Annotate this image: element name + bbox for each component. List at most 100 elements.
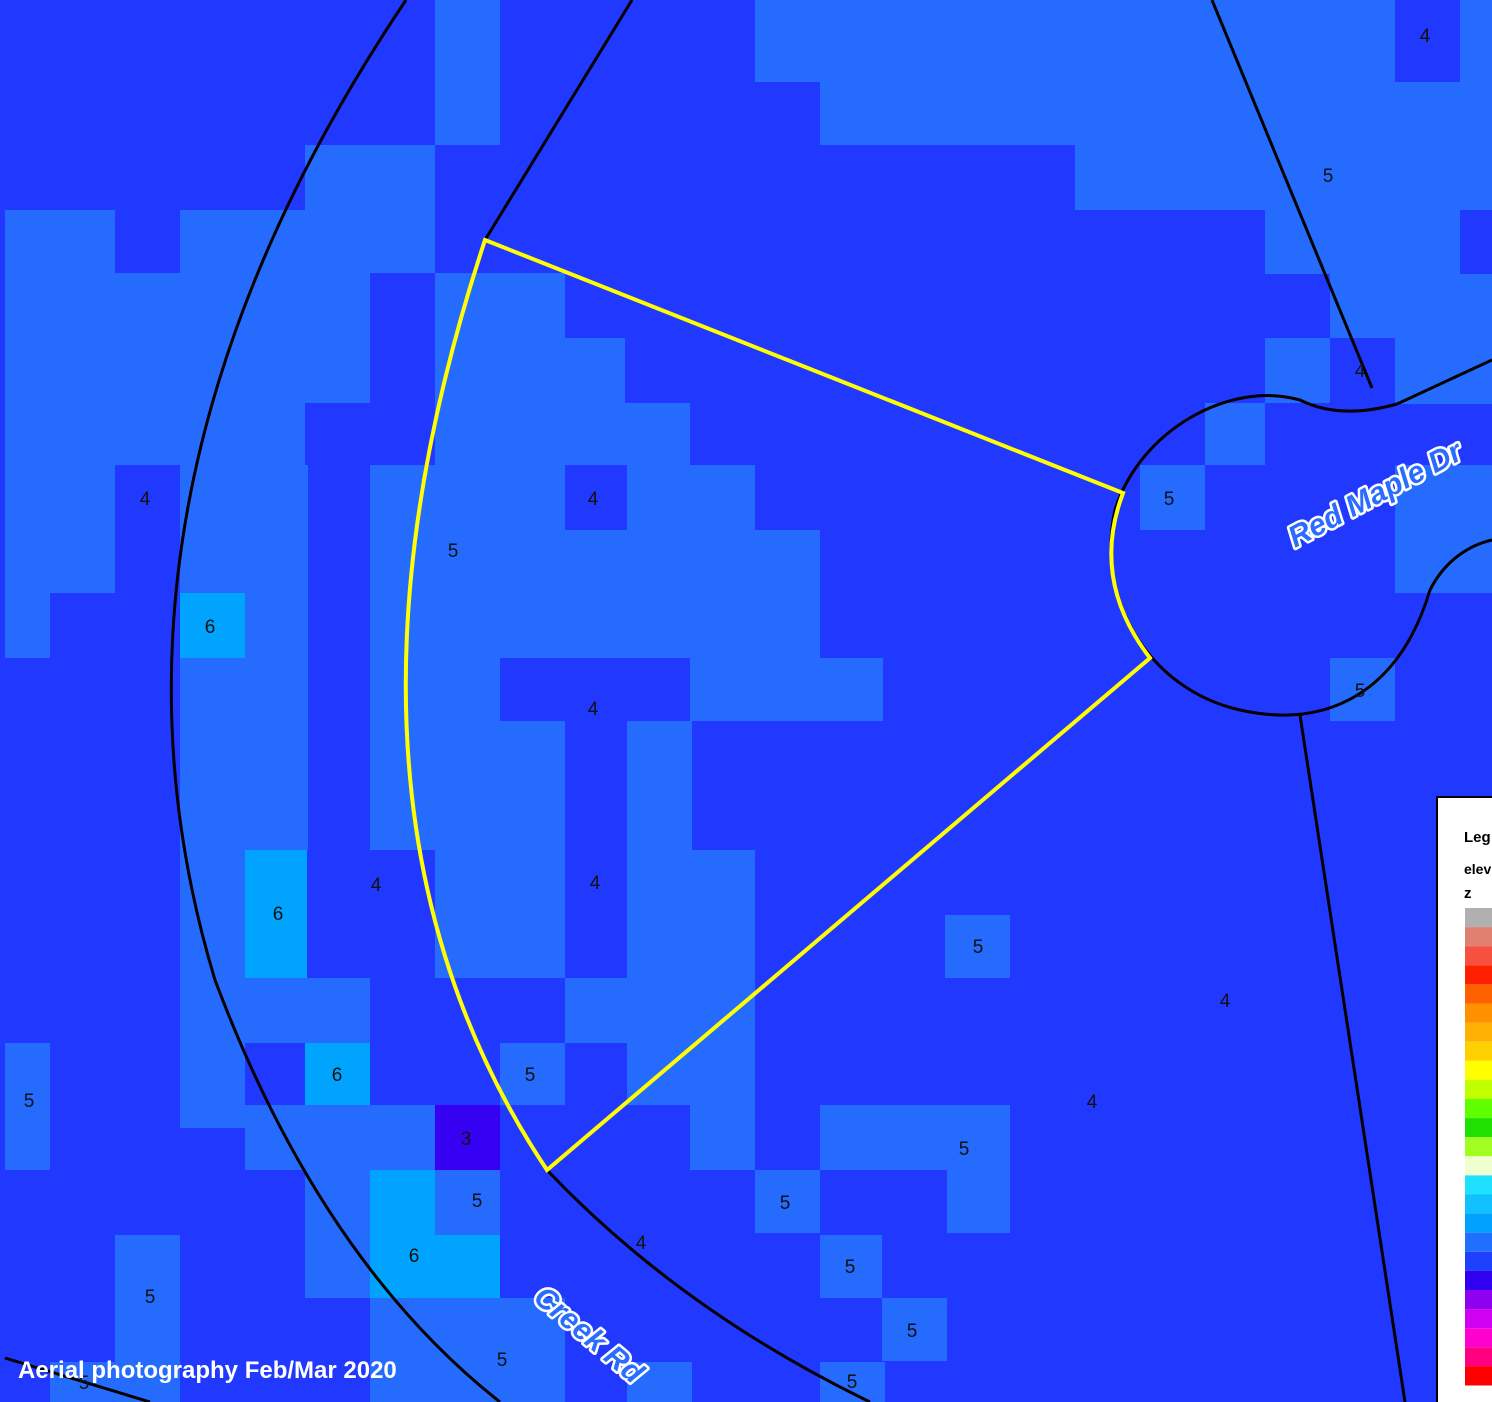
cell-value-label: 5	[847, 1372, 858, 1393]
cell-value-label: 5	[907, 1321, 918, 1342]
legend-swatch	[1465, 1099, 1492, 1119]
cell-value-label: 4	[1220, 991, 1231, 1012]
elevation-cell	[305, 273, 370, 403]
elevation-cell	[115, 1235, 180, 1402]
elevation-cell	[882, 1298, 947, 1361]
elevation-cell	[180, 850, 245, 1128]
elevation-cell	[690, 658, 883, 721]
creek-rd-inner-edge	[483, 0, 634, 241]
elevation-cell	[435, 1170, 500, 1235]
lot-outline[interactable]	[403, 237, 1153, 1173]
cell-value-label: 4	[371, 875, 382, 896]
cell-value-label: 3	[461, 1129, 472, 1150]
legend-swatch	[1465, 908, 1492, 928]
elevation-cell	[305, 145, 435, 210]
cell-value-label: 5	[145, 1287, 156, 1308]
cell-value-label: 5	[1164, 489, 1175, 510]
elevation-cell	[627, 1362, 692, 1402]
road-edge-southwest	[4, 1356, 151, 1402]
cell-value-label: 6	[409, 1246, 420, 1267]
cell-value-label: 4	[590, 873, 601, 894]
legend-swatch	[1465, 1213, 1492, 1233]
elevation-cell	[1460, 0, 1492, 210]
elevation-cells	[5, 0, 1492, 1402]
elevation-cell	[500, 1043, 565, 1105]
elevation-cell	[947, 1170, 1010, 1233]
legend-swatch	[1465, 1309, 1492, 1329]
cell-value-label: 5	[1323, 166, 1334, 187]
cell-value-label: 5	[497, 1350, 508, 1371]
cell-value-label: 5	[973, 937, 984, 958]
legend-panel: Leg elev z	[1436, 796, 1492, 1402]
elevation-cell	[1140, 465, 1205, 530]
elevation-cell	[627, 850, 755, 978]
elevation-cell	[5, 465, 115, 593]
legend-swatch	[1465, 1060, 1492, 1080]
elevation-cell	[5, 1043, 50, 1170]
elevation-cell	[1265, 82, 1460, 274]
road-lines	[4, 0, 1492, 1402]
elevation-cell	[370, 465, 565, 530]
elevation-cell	[5, 593, 50, 658]
elevation-cell	[245, 1105, 435, 1170]
elevation-cell	[755, 0, 820, 82]
elevation-cell	[370, 658, 500, 850]
cell-value-label: 5	[448, 541, 459, 562]
legend-swatch	[1465, 1079, 1492, 1099]
elevation-cell	[435, 273, 565, 338]
legend-subtitle: elev	[1464, 861, 1491, 877]
elevation-cell	[1330, 658, 1395, 721]
legend-swatch	[1465, 1118, 1492, 1138]
elevation-cell	[435, 338, 625, 403]
elevation-cell	[435, 0, 500, 145]
elevation-cell	[180, 210, 435, 273]
elevation-cell	[435, 850, 565, 978]
cell-value-label: 6	[205, 617, 216, 638]
road-edge-east	[1298, 714, 1407, 1402]
legend-swatch	[1465, 1347, 1492, 1367]
elevation-cell	[820, 1105, 1010, 1170]
elevation-cell	[180, 593, 245, 658]
creek-rd-outer-edge	[169, 0, 501, 1402]
elevation-cell	[5, 210, 115, 273]
legend-swatches	[1465, 908, 1492, 1386]
cell-value-label: 5	[79, 1373, 90, 1394]
legend-swatch	[1465, 1156, 1492, 1176]
cell-value-label: 5	[959, 1139, 970, 1160]
elevation-cell	[435, 1235, 500, 1298]
cell-value-label: 4	[1420, 26, 1431, 47]
legend-swatch	[1465, 1328, 1492, 1348]
legend-title: Leg	[1464, 829, 1491, 846]
cell-value-label: 6	[332, 1065, 343, 1086]
elevation-cell	[1395, 338, 1492, 404]
elevation-cell	[180, 465, 308, 593]
legend-swatch	[1465, 946, 1492, 966]
elevation-cell	[690, 1105, 755, 1170]
elevation-cell	[5, 273, 305, 465]
legend-swatch	[1465, 1041, 1492, 1061]
elevation-cell	[1330, 274, 1492, 338]
elevation-cell	[370, 1298, 565, 1402]
legend-swatch	[1465, 1175, 1492, 1195]
elevation-cell	[565, 978, 755, 1043]
elevation-cell	[945, 915, 1010, 978]
elevation-cell	[305, 1043, 370, 1105]
legend-swatch	[1465, 1270, 1492, 1290]
cell-value-labels: 4 5 4 4 4 5 5 6 4 5 4 6 4 4 5 4 5 6 5 3 5 5 5 6 4 5 5 5 5 5 5	[24, 26, 1431, 1394]
elevation-cell	[1075, 145, 1265, 210]
elevation-cell	[245, 978, 370, 1043]
legend-swatch	[1465, 1194, 1492, 1214]
cell-value-label: 5	[845, 1257, 856, 1278]
cell-value-label: 5	[472, 1191, 483, 1212]
legend-field: z	[1464, 885, 1472, 902]
cell-value-label: 5	[1355, 681, 1366, 702]
cell-value-label: 4	[588, 489, 599, 510]
creek-rd-inner-edge-south	[545, 1168, 871, 1402]
elevation-cell	[755, 1170, 820, 1233]
elevation-cell	[370, 1170, 435, 1298]
photo-credit: Aerial photography Feb/Mar 2020	[18, 1357, 397, 1384]
legend-swatch	[1465, 984, 1492, 1004]
elevation-cell	[820, 1235, 882, 1298]
legend-swatch	[1465, 1137, 1492, 1157]
